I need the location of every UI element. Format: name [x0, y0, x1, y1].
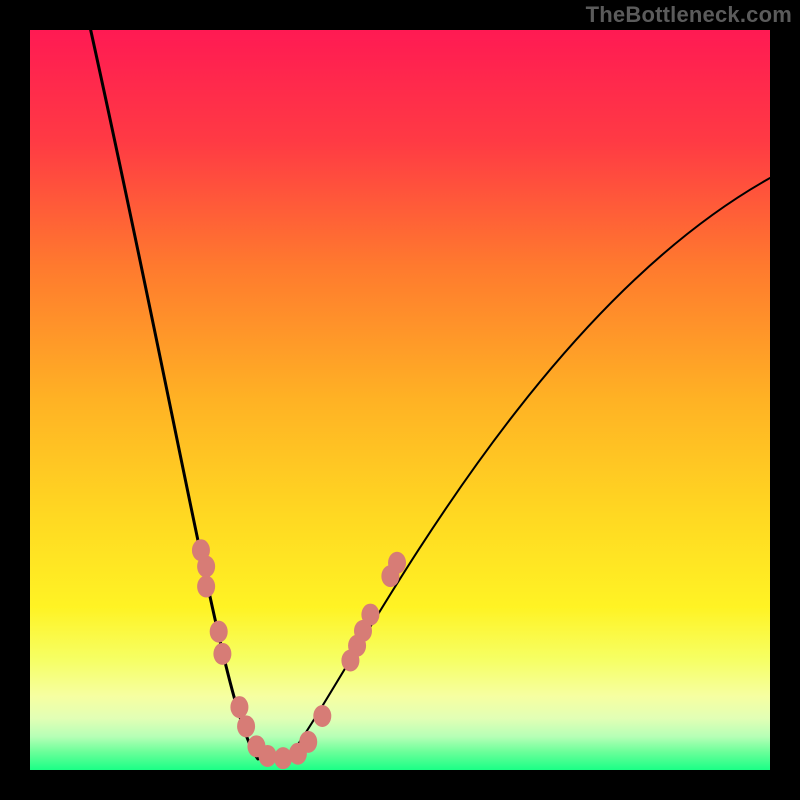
plot-background	[30, 30, 770, 770]
marker-dot	[299, 731, 317, 753]
marker-dot	[259, 745, 277, 767]
figure-root: TheBottleneck.com	[0, 0, 800, 800]
marker-dot	[237, 715, 255, 737]
marker-dot	[197, 575, 215, 597]
chart-svg	[0, 0, 800, 800]
marker-dot	[313, 705, 331, 727]
marker-dot	[197, 556, 215, 578]
marker-dot	[361, 604, 379, 626]
marker-dot	[210, 621, 228, 643]
marker-dot	[230, 696, 248, 718]
marker-dot	[388, 552, 406, 574]
marker-dot	[213, 643, 231, 665]
